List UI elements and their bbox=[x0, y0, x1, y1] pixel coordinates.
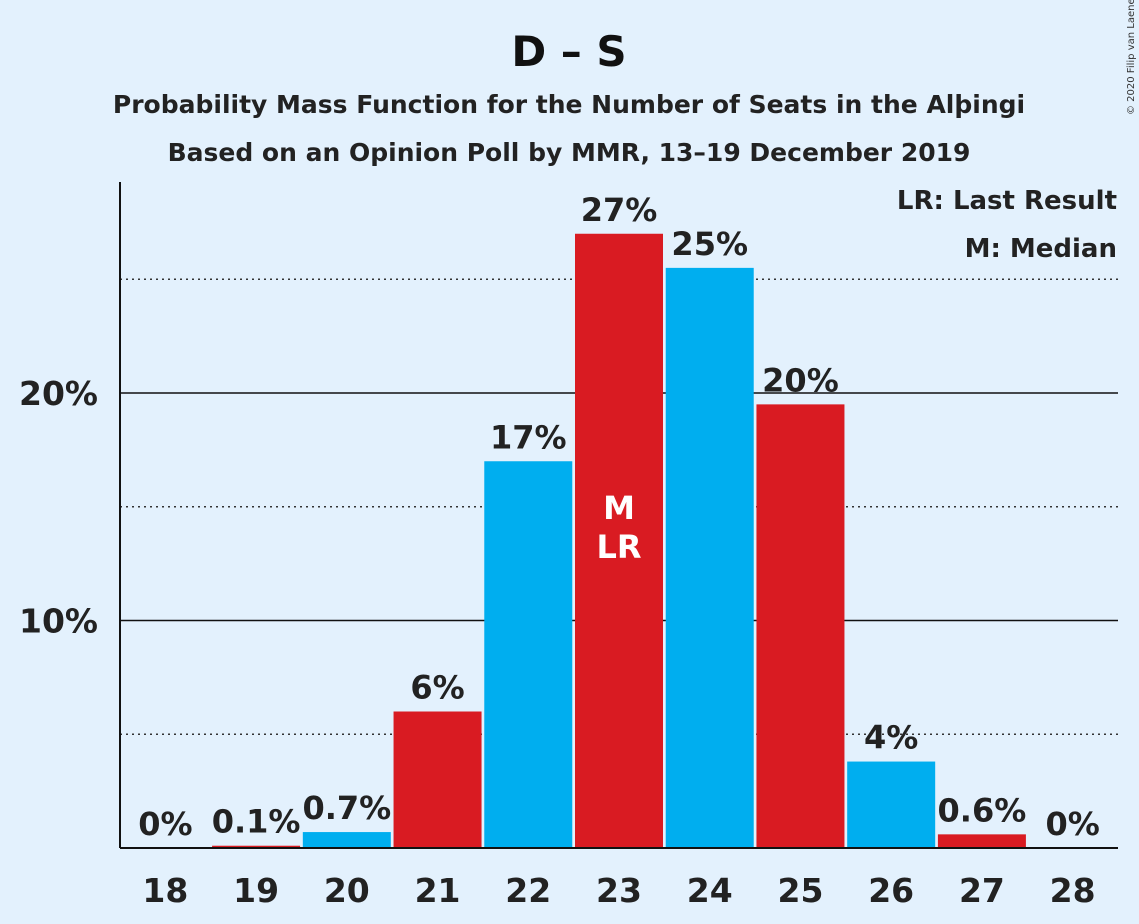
x-tick-label-18: 18 bbox=[142, 871, 188, 910]
bar-seats-21 bbox=[393, 711, 482, 848]
x-tick-label-20: 20 bbox=[324, 871, 370, 910]
data-label-seats-25: 20% bbox=[762, 361, 839, 399]
bar-seats-22 bbox=[484, 461, 573, 848]
data-label-seats-27: 0.6% bbox=[938, 791, 1027, 829]
annotation-lr: LR bbox=[596, 528, 641, 566]
bar-seats-23 bbox=[575, 233, 663, 848]
bar-seats-19 bbox=[212, 845, 301, 848]
data-label-seats-23: 27% bbox=[581, 191, 658, 229]
chart-subtitle-2: Based on an Opinion Poll by MMR, 13–19 D… bbox=[168, 138, 971, 167]
legend-median: M: Median bbox=[965, 234, 1117, 264]
x-tick-label-26: 26 bbox=[868, 871, 914, 910]
copyright-text: © 2020 Filip van Laenen bbox=[1126, 0, 1137, 115]
x-tick-label-25: 25 bbox=[777, 871, 823, 910]
data-label-seats-24: 25% bbox=[671, 225, 748, 263]
legend-last-result: LR: Last Result bbox=[897, 186, 1117, 216]
x-tick-label-24: 24 bbox=[687, 871, 733, 910]
data-labels: 0% 0.1% 0.7% 6% 17% 27% 25% 20% 4% 0.6% 0% MLR bbox=[138, 191, 1100, 843]
x-tick-label-27: 27 bbox=[959, 871, 1005, 910]
data-label-seats-28: 0% bbox=[1045, 805, 1099, 843]
data-label-seats-22: 17% bbox=[490, 418, 567, 456]
x-tick-label-23: 23 bbox=[596, 871, 642, 910]
x-tick-label-22: 22 bbox=[505, 871, 551, 910]
y-tick-label-10: 10% bbox=[19, 602, 98, 641]
x-tick-label-28: 28 bbox=[1050, 871, 1096, 910]
bar-seats-25 bbox=[756, 404, 845, 848]
annotation-m: M bbox=[603, 489, 635, 527]
axes: 18 19 20 21 22 23 24 25 26 27 28 10% 20% bbox=[19, 182, 1118, 910]
data-label-seats-19: 0.1% bbox=[212, 803, 301, 841]
data-label-seats-18: 0% bbox=[138, 805, 192, 843]
bar-seats-20 bbox=[302, 832, 391, 848]
x-tick-label-19: 19 bbox=[233, 871, 279, 910]
bar-seats-27 bbox=[937, 834, 1026, 848]
data-label-seats-21: 6% bbox=[410, 669, 464, 707]
x-tick-label-21: 21 bbox=[415, 871, 461, 910]
chart-title: D – S bbox=[511, 27, 626, 76]
bar-seats-24 bbox=[665, 267, 754, 848]
bars bbox=[212, 233, 1026, 848]
y-tick-label-20: 20% bbox=[19, 374, 98, 413]
chart-subtitle-1: Probability Mass Function for the Number… bbox=[113, 90, 1025, 119]
data-label-seats-26: 4% bbox=[864, 719, 918, 757]
data-label-seats-20: 0.7% bbox=[302, 789, 391, 827]
bar-seats-26 bbox=[847, 761, 936, 848]
